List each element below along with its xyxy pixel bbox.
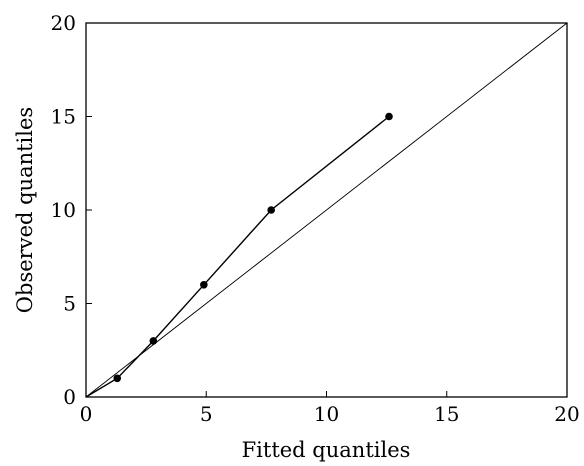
y-tick-label: 5 [63, 292, 76, 316]
y-tick-label: 20 [51, 11, 76, 35]
data-point [113, 374, 122, 383]
data-point [385, 112, 393, 121]
series-line [85, 115, 390, 398]
data-point [267, 206, 275, 214]
y-tick-label: 0 [63, 385, 76, 409]
reference-line [85, 22, 568, 398]
data-points [113, 112, 393, 383]
x-tick-label: 5 [200, 402, 213, 426]
x-axis-title: Fitted quantiles [242, 438, 411, 462]
x-tick-label: 0 [80, 402, 93, 426]
x-tick-label: 20 [554, 402, 579, 426]
y-tick-label: 10 [51, 198, 76, 222]
data-point [149, 337, 158, 345]
y-axis-ticks: 0 5 10 15 20 [51, 11, 92, 409]
y-axis-title: Observed quantiles [13, 107, 37, 313]
x-tick-label: 15 [434, 402, 459, 426]
x-tick-label: 10 [314, 402, 339, 426]
y-tick-label: 15 [51, 105, 76, 129]
data-point [200, 281, 208, 289]
x-axis-ticks: 0 5 10 15 20 [80, 391, 580, 426]
